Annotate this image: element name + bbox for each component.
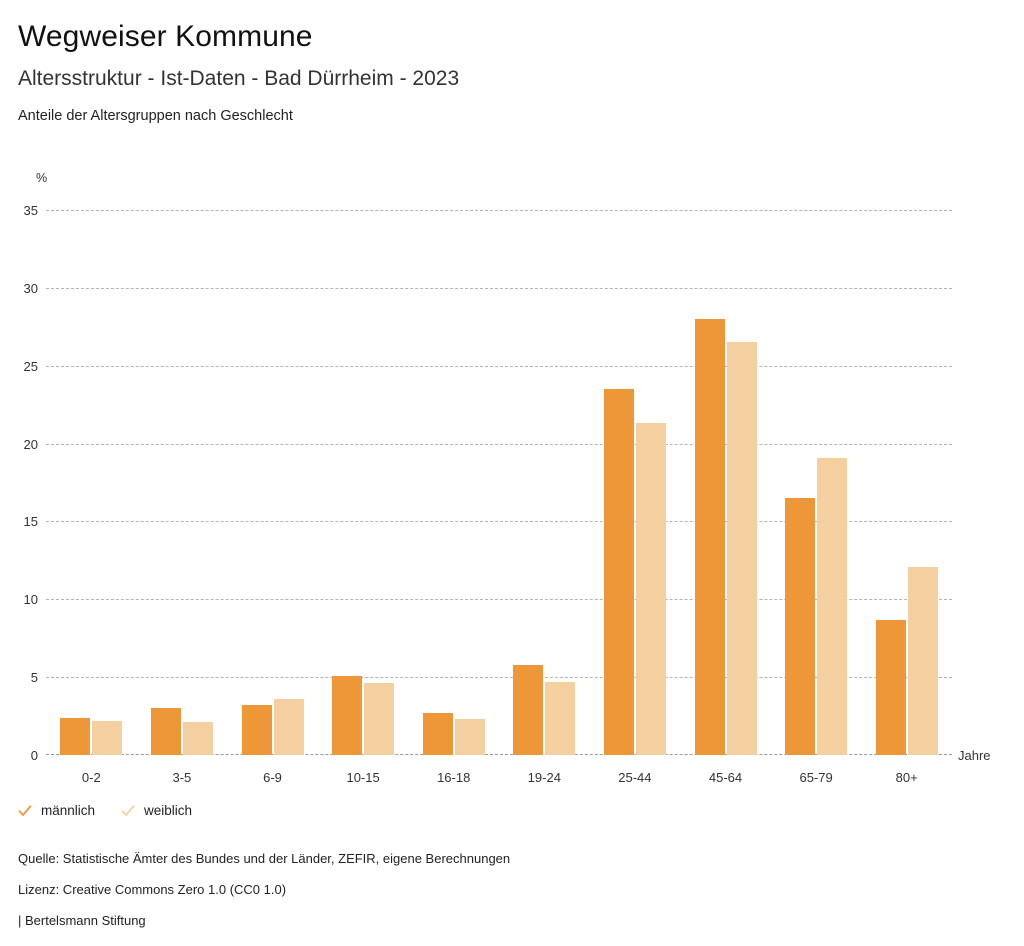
gridline bbox=[46, 210, 952, 211]
bar-weiblich-25-44[interactable] bbox=[635, 423, 666, 755]
bar-männlich-80+[interactable] bbox=[875, 619, 906, 755]
chart-legend: männlich weiblich bbox=[18, 803, 192, 818]
bar-männlich-16-18[interactable] bbox=[422, 712, 453, 755]
bar-männlich-65-79[interactable] bbox=[785, 498, 816, 755]
bar-männlich-19-24[interactable] bbox=[513, 664, 544, 755]
gridline bbox=[46, 677, 952, 679]
bar-männlich-10-15[interactable] bbox=[332, 675, 363, 755]
legend-label: weiblich bbox=[144, 803, 193, 818]
bar-weiblich-65-79[interactable] bbox=[817, 457, 848, 755]
bar-group-65-79[interactable] bbox=[785, 210, 848, 755]
y-axis-tick-20: 20 bbox=[23, 436, 38, 452]
bar-group-6-9[interactable] bbox=[241, 210, 304, 755]
bar-männlich-0-2[interactable] bbox=[60, 717, 91, 755]
bar-weiblich-16-18[interactable] bbox=[454, 719, 485, 755]
y-axis-tick-0: 0 bbox=[30, 748, 38, 763]
legend-label: männlich bbox=[41, 803, 96, 818]
footer-notes: Quelle: Statistische Ämter des Bundes un… bbox=[18, 843, 998, 936]
gridline bbox=[46, 365, 952, 367]
bar-group-19-24[interactable] bbox=[513, 210, 576, 755]
page-subtitle: Altersstruktur - Ist-Daten - Bad Dürrhei… bbox=[18, 67, 460, 90]
y-axis-tick-30: 30 bbox=[23, 280, 38, 296]
legend-item-weiblich[interactable]: weiblich bbox=[121, 803, 192, 818]
bar-weiblich-6-9[interactable] bbox=[273, 698, 304, 755]
bar-weiblich-80+[interactable] bbox=[907, 566, 938, 755]
bar-männlich-3-5[interactable] bbox=[150, 708, 181, 755]
y-axis-tick-15: 15 bbox=[23, 514, 38, 530]
axis-baseline bbox=[46, 754, 952, 755]
check-icon bbox=[18, 804, 32, 818]
bar-group-10-15[interactable] bbox=[332, 210, 395, 755]
bar-group-25-44[interactable] bbox=[603, 210, 666, 755]
y-axis-unit: % bbox=[36, 171, 48, 185]
gridline bbox=[46, 521, 952, 523]
x-axis-tick-10-15: 10-15 bbox=[346, 770, 380, 785]
bar-männlich-45-64[interactable] bbox=[694, 319, 725, 755]
gridline bbox=[46, 599, 952, 601]
bar-weiblich-19-24[interactable] bbox=[545, 681, 576, 755]
bar-group-80+[interactable] bbox=[875, 210, 938, 755]
gridline bbox=[46, 443, 952, 445]
bar-groups: 0-2 3-5 6-9 10-15 16-18 19-24 25-44 45-64 65-79 8… bbox=[46, 210, 952, 785]
bar-weiblich-0-2[interactable] bbox=[92, 720, 123, 755]
bar-group-16-18[interactable] bbox=[422, 210, 485, 755]
page-title: Wegweiser Kommune bbox=[18, 20, 313, 53]
footer-line-3: | Bertelsmann Stiftung bbox=[18, 913, 146, 928]
y-axis-tick-5: 5 bbox=[30, 670, 38, 686]
page-subsubtitle: Anteile der Altersgruppen nach Geschlech… bbox=[18, 108, 293, 124]
footer-line-1: Quelle: Statistische Ämter des Bundes un… bbox=[18, 851, 511, 866]
x-axis-tick-0-2: 0-2 bbox=[81, 770, 101, 785]
x-axis-tick-65-79: 65-79 bbox=[799, 770, 833, 785]
y-axis-tick-25: 25 bbox=[23, 358, 38, 374]
bar-chart: % 0 5 10 15 20 25 30 35 0-2 3-5 6-9 10-15 16-18 19-2… bbox=[23, 171, 991, 785]
x-axis-tick-19-24: 19-24 bbox=[527, 770, 561, 785]
x-axis-tick-45-64: 45-64 bbox=[708, 770, 743, 785]
bar-group-45-64[interactable] bbox=[694, 210, 757, 755]
bar-männlich-6-9[interactable] bbox=[241, 705, 272, 755]
x-axis-tick-6-9: 6-9 bbox=[263, 770, 282, 785]
legend-item-männlich[interactable]: männlich bbox=[18, 803, 95, 818]
footer-line-2: Lizenz: Creative Commons Zero 1.0 (CC0 1… bbox=[18, 882, 287, 897]
bar-group-3-5[interactable] bbox=[150, 210, 213, 755]
x-axis-tick-80+: 80+ bbox=[895, 770, 918, 785]
x-axis-tick-3-5: 3-5 bbox=[172, 770, 192, 785]
bar-weiblich-3-5[interactable] bbox=[182, 722, 213, 755]
x-axis-label: Jahre bbox=[958, 748, 991, 763]
bar-group-0-2[interactable] bbox=[60, 210, 123, 755]
check-icon bbox=[121, 804, 135, 818]
gridline bbox=[46, 287, 952, 289]
bar-weiblich-10-15[interactable] bbox=[364, 683, 395, 755]
bar-männlich-25-44[interactable] bbox=[603, 389, 634, 755]
x-axis-tick-25-44: 25-44 bbox=[618, 770, 652, 785]
y-axis-tick-35: 35 bbox=[23, 203, 38, 218]
x-axis-tick-16-18: 16-18 bbox=[437, 770, 471, 785]
bar-weiblich-45-64[interactable] bbox=[726, 342, 757, 755]
y-axis-tick-10: 10 bbox=[23, 592, 38, 608]
plot-grid bbox=[46, 210, 952, 755]
